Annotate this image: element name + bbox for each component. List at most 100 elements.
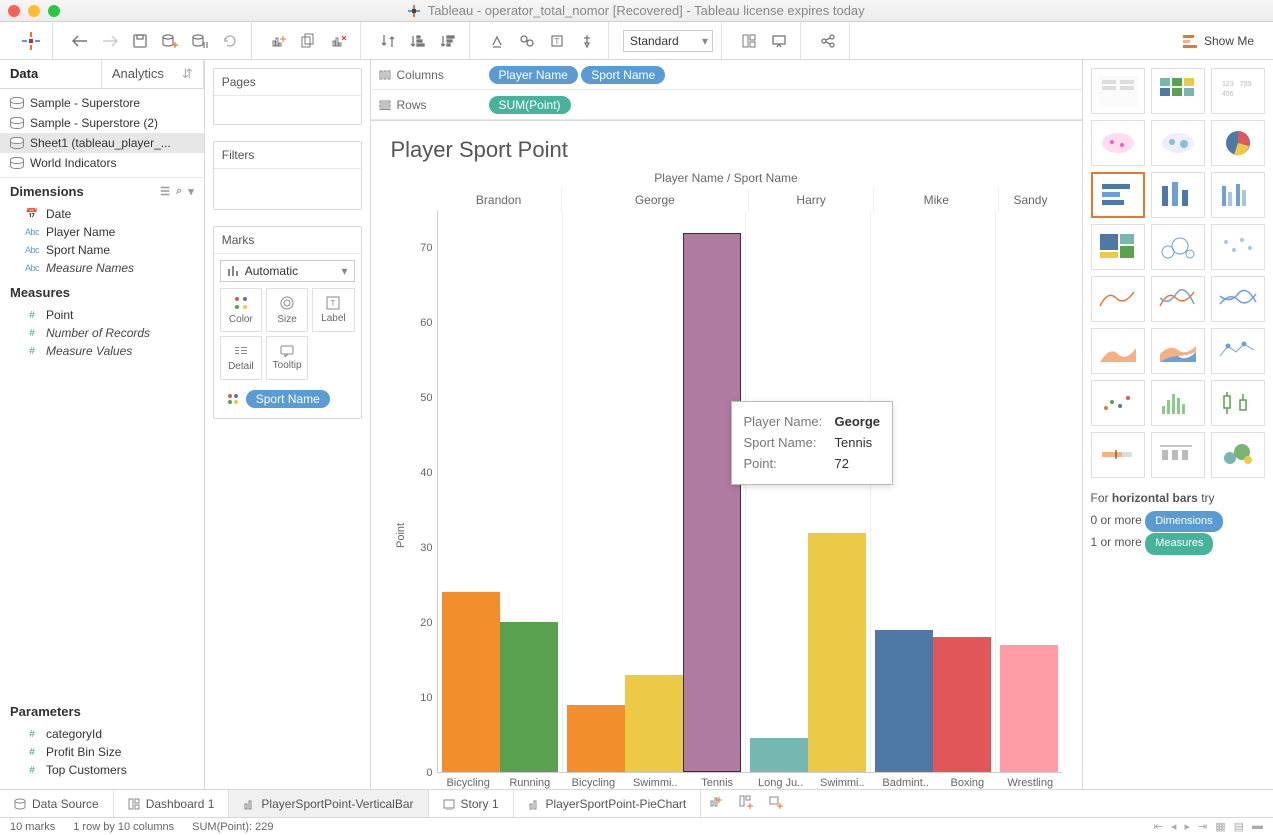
rows-shelf[interactable]: Rows SUM(Point) (371, 90, 1082, 120)
bar[interactable] (567, 705, 625, 772)
bar[interactable] (442, 592, 500, 772)
tab-data[interactable]: Data (0, 60, 102, 88)
showme-thumb[interactable] (1151, 172, 1205, 218)
highlight-button[interactable] (484, 28, 510, 54)
bar[interactable] (808, 533, 866, 772)
field-item[interactable]: #Measure Values (0, 342, 204, 360)
datasource-item[interactable]: Sample - Superstore (0, 93, 204, 113)
columns-shelf[interactable]: Columns Player Name Sport Name (371, 60, 1082, 90)
presentation-button[interactable] (766, 28, 792, 54)
bar[interactable] (1000, 645, 1058, 772)
sheet-tab[interactable]: Dashboard 1 (114, 790, 230, 817)
group-button[interactable] (514, 28, 540, 54)
datasource-item[interactable]: World Indicators (0, 153, 204, 173)
marks-color-pill[interactable]: Sport Name (246, 390, 330, 408)
save-button[interactable] (127, 28, 153, 54)
show-me-button[interactable]: Show Me (1173, 29, 1263, 53)
marks-color-button[interactable]: Color (220, 288, 262, 332)
marks-size-button[interactable]: Size (266, 288, 308, 332)
showme-thumb[interactable]: 123456789 (1211, 68, 1265, 114)
chart-title[interactable]: Player Sport Point (391, 137, 1062, 163)
showme-thumb[interactable] (1151, 224, 1205, 270)
showme-thumb[interactable] (1091, 120, 1145, 166)
field-item[interactable]: AbcMeasure Names (0, 259, 204, 277)
showme-thumb[interactable] (1211, 276, 1265, 322)
tableau-logo-icon[interactable] (18, 28, 44, 54)
showme-thumb[interactable] (1091, 380, 1145, 426)
new-datasource-button[interactable] (157, 28, 183, 54)
search-icon[interactable]: ⌕ (176, 185, 182, 198)
shelf-pill[interactable]: SUM(Point) (489, 96, 571, 114)
bar[interactable] (500, 622, 558, 772)
view-as-icon[interactable]: ☰ (160, 185, 170, 198)
refresh-button[interactable] (217, 28, 243, 54)
showme-thumb[interactable] (1151, 276, 1205, 322)
showme-thumb[interactable] (1211, 380, 1265, 426)
pages-card[interactable]: Pages (213, 68, 362, 125)
new-story-tab-button[interactable] (761, 795, 791, 812)
showme-thumb[interactable] (1151, 432, 1205, 478)
field-item[interactable]: #Top Customers (0, 761, 204, 779)
shelf-pill[interactable]: Player Name (489, 66, 578, 84)
menu-icon[interactable]: ▾ (188, 185, 194, 198)
bar[interactable] (933, 637, 991, 772)
shelf-pill[interactable]: Sport Name (581, 66, 665, 84)
plot-area[interactable] (437, 211, 1062, 773)
sheet-tab[interactable]: Story 1 (429, 790, 514, 817)
view-list-icon[interactable]: ▤ (1234, 820, 1244, 833)
field-item[interactable]: #Profit Bin Size (0, 743, 204, 761)
field-item[interactable]: AbcSport Name (0, 241, 204, 259)
showme-thumb[interactable] (1151, 380, 1205, 426)
view-grid-icon[interactable]: ▦ (1215, 820, 1225, 833)
marks-type-select[interactable]: Automatic (220, 260, 355, 282)
new-dashboard-tab-button[interactable] (731, 795, 761, 812)
bar[interactable] (750, 738, 808, 772)
nav-next-icon[interactable]: ▸ (1184, 820, 1190, 833)
nav-first-icon[interactable]: ⇤ (1154, 820, 1163, 833)
sheet-tab[interactable]: Data Source (0, 790, 114, 817)
sort-asc-button[interactable] (405, 28, 431, 54)
showme-thumb[interactable] (1091, 68, 1145, 114)
show-cards-button[interactable] (736, 28, 762, 54)
showme-thumb[interactable] (1211, 120, 1265, 166)
tab-analytics[interactable]: Analytics ⇵ (102, 60, 204, 88)
label-button[interactable]: T (544, 28, 570, 54)
pause-updates-button[interactable] (187, 28, 213, 54)
view-film-icon[interactable]: ▬ (1252, 820, 1263, 833)
showme-thumb[interactable] (1091, 172, 1145, 218)
showme-thumb[interactable] (1151, 68, 1205, 114)
showme-thumb[interactable] (1091, 224, 1145, 270)
duplicate-sheet-button[interactable] (296, 28, 322, 54)
clear-sheet-button[interactable] (326, 28, 352, 54)
field-item[interactable]: 📅Date (0, 205, 204, 223)
field-item[interactable]: #Point (0, 306, 204, 324)
showme-thumb[interactable] (1211, 224, 1265, 270)
nav-prev-icon[interactable]: ◂ (1171, 820, 1177, 833)
showme-thumb[interactable] (1091, 276, 1145, 322)
filters-card[interactable]: Filters (213, 141, 362, 210)
bar[interactable] (625, 675, 683, 772)
fit-mode-select[interactable]: Standard (623, 30, 713, 52)
marks-label-button[interactable]: TLabel (312, 288, 354, 332)
showme-thumb[interactable] (1211, 172, 1265, 218)
showme-thumb[interactable] (1211, 328, 1265, 374)
pin-button[interactable] (574, 28, 600, 54)
share-button[interactable] (815, 28, 841, 54)
datasource-item[interactable]: Sample - Superstore (2) (0, 113, 204, 133)
field-item[interactable]: #Number of Records (0, 324, 204, 342)
field-item[interactable]: AbcPlayer Name (0, 223, 204, 241)
sheet-tab[interactable]: PlayerSportPoint-VerticalBar (229, 790, 428, 817)
nav-last-icon[interactable]: ⇥ (1198, 820, 1207, 833)
marks-tooltip-button[interactable]: Tooltip (266, 336, 308, 380)
new-worksheet-button[interactable] (266, 28, 292, 54)
showme-thumb[interactable] (1091, 328, 1145, 374)
showme-thumb[interactable] (1091, 432, 1145, 478)
forward-button[interactable] (97, 28, 123, 54)
showme-thumb[interactable] (1151, 328, 1205, 374)
showme-thumb[interactable] (1151, 120, 1205, 166)
bar[interactable] (875, 630, 933, 772)
sheet-tab[interactable]: PlayerSportPoint-PieChart (514, 790, 702, 817)
datasource-item[interactable]: Sheet1 (tableau_player_... (0, 133, 204, 153)
showme-thumb[interactable] (1211, 432, 1265, 478)
bar[interactable] (683, 233, 741, 772)
